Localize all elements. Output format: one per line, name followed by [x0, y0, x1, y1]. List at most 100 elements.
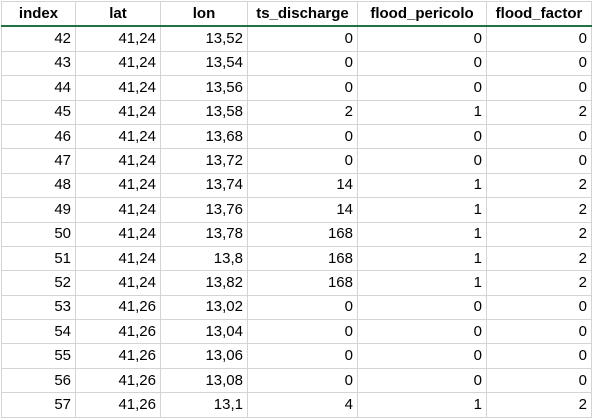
header-cell-flood-factor[interactable]: flood_factor — [486, 1, 592, 28]
cell-flood-pericolo[interactable]: 0 — [357, 75, 487, 101]
header-cell-flood-pericolo[interactable]: flood_pericolo — [357, 1, 487, 28]
cell-index[interactable]: 53 — [1, 294, 76, 321]
cell-ts-discharge[interactable]: 0 — [247, 25, 358, 52]
header-cell-lon[interactable]: lon — [160, 1, 248, 28]
cell-flood-factor[interactable]: 0 — [486, 294, 592, 321]
header-cell-index[interactable]: index — [1, 1, 76, 28]
cell-lat[interactable]: 41,24 — [75, 221, 161, 247]
cell-ts-discharge[interactable]: 168 — [247, 245, 358, 272]
cell-index[interactable]: 42 — [1, 25, 76, 52]
cell-lat[interactable]: 41,24 — [75, 75, 161, 101]
cell-flood-factor[interactable]: 0 — [486, 148, 592, 174]
cell-lon[interactable]: 13,02 — [160, 294, 248, 321]
cell-index[interactable]: 45 — [1, 99, 76, 125]
cell-flood-factor[interactable]: 2 — [486, 172, 592, 199]
cell-flood-pericolo[interactable]: 0 — [357, 25, 487, 52]
cell-lat[interactable]: 41,26 — [75, 392, 161, 418]
cell-lat[interactable]: 41,24 — [75, 245, 161, 272]
cell-lat[interactable]: 41,24 — [75, 123, 161, 150]
cell-lon[interactable]: 13,58 — [160, 99, 248, 125]
cell-index[interactable]: 48 — [1, 172, 76, 199]
cell-ts-discharge[interactable]: 14 — [247, 197, 358, 223]
header-cell-lat[interactable]: lat — [75, 1, 161, 28]
cell-lat[interactable]: 41,24 — [75, 270, 161, 296]
cell-flood-pericolo[interactable]: 1 — [357, 172, 487, 199]
cell-lat[interactable]: 41,24 — [75, 25, 161, 52]
cell-index[interactable]: 43 — [1, 50, 76, 77]
cell-lon[interactable]: 13,74 — [160, 172, 248, 199]
cell-lat[interactable]: 41,24 — [75, 172, 161, 199]
cell-flood-pericolo[interactable]: 0 — [357, 123, 487, 150]
cell-lon[interactable]: 13,04 — [160, 319, 248, 345]
cell-flood-pericolo[interactable]: 1 — [357, 270, 487, 296]
cell-lon[interactable]: 13,52 — [160, 25, 248, 52]
cell-index[interactable]: 54 — [1, 319, 76, 345]
cell-ts-discharge[interactable]: 0 — [247, 148, 358, 174]
cell-lon[interactable]: 13,56 — [160, 75, 248, 101]
cell-lon[interactable]: 13,54 — [160, 50, 248, 77]
cell-ts-discharge[interactable]: 0 — [247, 294, 358, 321]
cell-lat[interactable]: 41,26 — [75, 319, 161, 345]
cell-index[interactable]: 46 — [1, 123, 76, 150]
cell-index[interactable]: 49 — [1, 197, 76, 223]
cell-flood-pericolo[interactable]: 0 — [357, 148, 487, 174]
cell-flood-pericolo[interactable]: 1 — [357, 245, 487, 272]
cell-flood-pericolo[interactable]: 0 — [357, 319, 487, 345]
cell-flood-factor[interactable]: 0 — [486, 343, 592, 369]
cell-flood-factor[interactable]: 0 — [486, 367, 592, 394]
cell-lon[interactable]: 13,1 — [160, 392, 248, 418]
cell-flood-pericolo[interactable]: 1 — [357, 392, 487, 418]
cell-flood-pericolo[interactable]: 1 — [357, 99, 487, 125]
cell-flood-pericolo[interactable]: 0 — [357, 50, 487, 77]
cell-flood-factor[interactable]: 2 — [486, 221, 592, 247]
cell-index[interactable]: 57 — [1, 392, 76, 418]
cell-lon[interactable]: 13,06 — [160, 343, 248, 369]
cell-ts-discharge[interactable]: 168 — [247, 270, 358, 296]
cell-flood-factor[interactable]: 0 — [486, 25, 592, 52]
cell-ts-discharge[interactable]: 4 — [247, 392, 358, 418]
cell-index[interactable]: 47 — [1, 148, 76, 174]
cell-lat[interactable]: 41,24 — [75, 50, 161, 77]
cell-ts-discharge[interactable]: 0 — [247, 367, 358, 394]
cell-lon[interactable]: 13,78 — [160, 221, 248, 247]
cell-ts-discharge[interactable]: 14 — [247, 172, 358, 199]
cell-lat[interactable]: 41,26 — [75, 294, 161, 321]
cell-ts-discharge[interactable]: 0 — [247, 75, 358, 101]
cell-lat[interactable]: 41,24 — [75, 197, 161, 223]
cell-lon[interactable]: 13,08 — [160, 367, 248, 394]
cell-ts-discharge[interactable]: 0 — [247, 50, 358, 77]
cell-flood-factor[interactable]: 0 — [486, 75, 592, 101]
cell-lon[interactable]: 13,8 — [160, 245, 248, 272]
cell-flood-factor[interactable]: 2 — [486, 270, 592, 296]
cell-lon[interactable]: 13,72 — [160, 148, 248, 174]
cell-flood-factor[interactable]: 0 — [486, 319, 592, 345]
cell-index[interactable]: 52 — [1, 270, 76, 296]
cell-ts-discharge[interactable]: 0 — [247, 319, 358, 345]
cell-flood-factor[interactable]: 2 — [486, 245, 592, 272]
cell-index[interactable]: 56 — [1, 367, 76, 394]
cell-flood-pericolo[interactable]: 0 — [357, 294, 487, 321]
cell-lat[interactable]: 41,26 — [75, 367, 161, 394]
cell-ts-discharge[interactable]: 0 — [247, 343, 358, 369]
header-cell-ts-discharge[interactable]: ts_discharge — [247, 1, 358, 28]
cell-lon[interactable]: 13,68 — [160, 123, 248, 150]
cell-flood-pericolo[interactable]: 0 — [357, 367, 487, 394]
cell-lon[interactable]: 13,82 — [160, 270, 248, 296]
cell-flood-factor[interactable]: 2 — [486, 392, 592, 418]
cell-ts-discharge[interactable]: 168 — [247, 221, 358, 247]
cell-index[interactable]: 50 — [1, 221, 76, 247]
cell-index[interactable]: 51 — [1, 245, 76, 272]
cell-lon[interactable]: 13,76 — [160, 197, 248, 223]
cell-flood-factor[interactable]: 2 — [486, 197, 592, 223]
cell-flood-factor[interactable]: 0 — [486, 123, 592, 150]
cell-flood-pericolo[interactable]: 1 — [357, 221, 487, 247]
cell-lat[interactable]: 41,26 — [75, 343, 161, 369]
cell-lat[interactable]: 41,24 — [75, 148, 161, 174]
cell-ts-discharge[interactable]: 2 — [247, 99, 358, 125]
cell-flood-pericolo[interactable]: 0 — [357, 343, 487, 369]
cell-index[interactable]: 55 — [1, 343, 76, 369]
cell-flood-factor[interactable]: 2 — [486, 99, 592, 125]
cell-flood-factor[interactable]: 0 — [486, 50, 592, 77]
cell-index[interactable]: 44 — [1, 75, 76, 101]
cell-lat[interactable]: 41,24 — [75, 99, 161, 125]
